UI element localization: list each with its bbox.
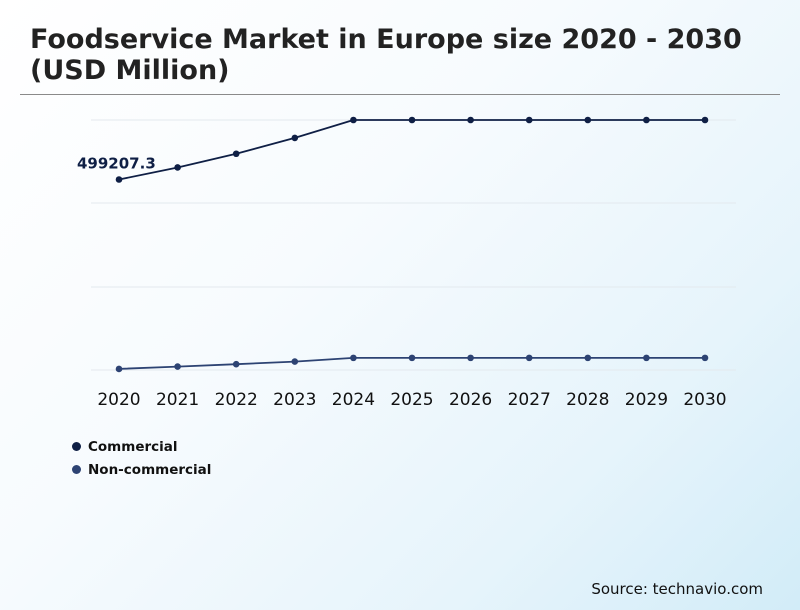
- x-tick-label: 2026: [449, 390, 492, 410]
- x-tick-label: 2023: [273, 390, 316, 410]
- data-point: [584, 116, 592, 124]
- data-point: [525, 354, 533, 362]
- data-point: [584, 354, 592, 362]
- x-tick-label: 2024: [332, 390, 375, 410]
- series-non-commercial: [115, 354, 709, 373]
- series-layer: [115, 116, 709, 373]
- x-tick-label: 2021: [156, 390, 199, 410]
- data-point: [115, 176, 123, 183]
- data-point: [408, 116, 416, 124]
- legend-marker: [72, 465, 81, 474]
- data-point: [701, 116, 709, 124]
- source-note: Source: technavio.com: [591, 580, 763, 598]
- legend-label: Commercial: [88, 438, 178, 455]
- legend-marker: [72, 442, 81, 451]
- legend-item: Commercial: [72, 435, 211, 458]
- x-tick-label: 2025: [390, 390, 433, 410]
- data-point: [115, 365, 123, 373]
- line-chart: 499207.3 2020 2021 2022 2023 2024 2025 2026 202…: [77, 116, 736, 410]
- data-point: [643, 116, 650, 124]
- data-point: [467, 354, 474, 362]
- data-point: [291, 358, 299, 365]
- data-labels: 499207.3: [77, 154, 156, 172]
- chart-title: Foodservice Market in Europe size 2020 -…: [30, 24, 742, 86]
- x-tick-label: 2029: [625, 390, 668, 410]
- series-commercial: [115, 116, 709, 183]
- data-point: [525, 116, 533, 124]
- data-point: [232, 150, 240, 158]
- data-point: [643, 354, 650, 362]
- series-line: [118, 119, 705, 181]
- x-tick-label: 2030: [683, 390, 726, 410]
- data-point: [174, 164, 181, 171]
- x-tick-label: 2027: [508, 390, 551, 410]
- data-point: [408, 354, 416, 362]
- data-point: [701, 354, 709, 362]
- x-tick-label: 2028: [566, 390, 609, 410]
- legend-item: Non-commercial: [72, 458, 211, 481]
- title-divider: [20, 94, 780, 95]
- legend: Commercial Non-commercial: [72, 435, 211, 481]
- grid-lines: [91, 119, 736, 371]
- data-point: [467, 116, 474, 124]
- data-point: [350, 116, 357, 124]
- legend-label: Non-commercial: [88, 461, 212, 478]
- data-label: 499207.3: [77, 154, 156, 172]
- data-point: [174, 363, 181, 370]
- data-point: [350, 354, 357, 362]
- x-tick-label: 2020: [97, 390, 140, 410]
- data-point: [232, 360, 240, 368]
- x-tick-label: 2022: [215, 390, 258, 410]
- x-axis: 2020 2021 2022 2023 2024 2025 2026 2027 2028 2029…: [97, 390, 726, 410]
- data-point: [291, 134, 299, 142]
